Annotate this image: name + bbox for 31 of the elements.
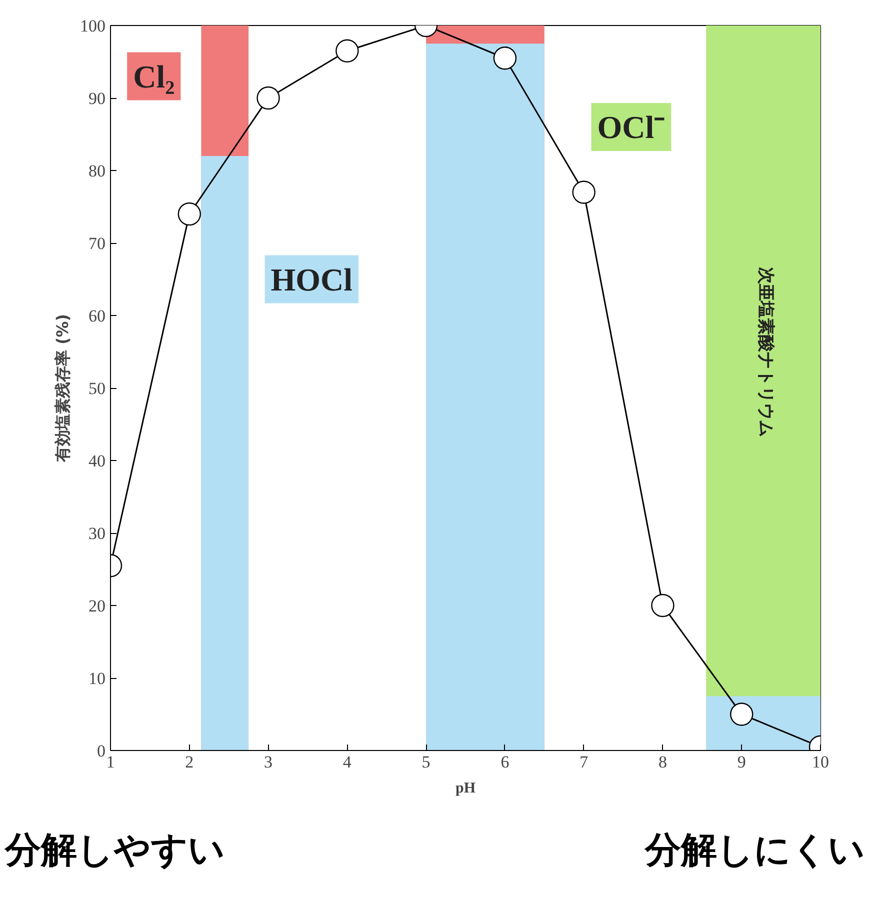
y-tick-label: 80: [88, 162, 106, 180]
annotation: 次亜塩素酸ナトリウム: [755, 266, 776, 437]
point: [493, 46, 517, 70]
x-tick-label: 6: [500, 752, 510, 772]
x-tick-label: 9: [737, 752, 746, 772]
y-tick-label: 50: [88, 379, 106, 398]
text: 分解しやすい: [5, 829, 225, 873]
x-axis-title: pH: [455, 780, 476, 796]
text: 分解しにくい: [645, 829, 865, 873]
y-tick-label: 90: [88, 89, 106, 108]
y-tick-label: 100: [80, 16, 106, 36]
y-tick-label: 20: [88, 596, 106, 616]
y-tick-label: 60: [88, 306, 106, 326]
x-tick-label: 3: [264, 752, 273, 772]
y-axis-title: 有効塩素残存率 (%): [53, 314, 72, 464]
x-tick-label: 10: [812, 752, 829, 772]
x-tick-label: 1: [106, 752, 115, 772]
annotation: HOCl: [270, 261, 353, 298]
x-tick-label: 7: [580, 752, 589, 772]
annotation: OCl⁻: [597, 109, 666, 145]
x-tick-label: 8: [658, 752, 667, 772]
x-tick-label: 4: [342, 752, 352, 772]
y-tick-label: 70: [88, 234, 106, 253]
x-tick-label: 5: [422, 752, 430, 772]
y-tick-label: 30: [88, 524, 106, 543]
x-tick-label: 2: [185, 752, 194, 772]
point: [730, 702, 754, 726]
annotation: Cl₂: [133, 58, 175, 94]
y-tick-label: 40: [88, 452, 106, 470]
y-tick-label: 10: [88, 669, 106, 688]
y-tick-label: 0: [97, 742, 106, 760]
